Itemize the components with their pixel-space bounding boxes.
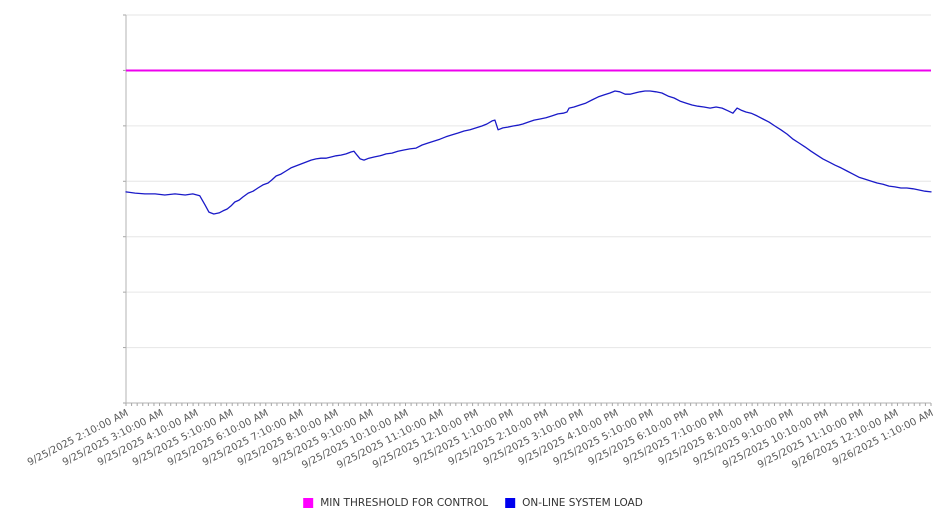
legend-swatch-load xyxy=(505,498,516,508)
legend-label-threshold: MIN THRESHOLD FOR CONTROL xyxy=(320,497,489,509)
legend-swatch-threshold xyxy=(303,498,314,508)
legend: MIN THRESHOLD FOR CONTROL ON-LINE SYSTEM… xyxy=(303,497,643,509)
legend-label-load: ON-LINE SYSTEM LOAD xyxy=(522,497,643,509)
load-line xyxy=(125,90,932,215)
